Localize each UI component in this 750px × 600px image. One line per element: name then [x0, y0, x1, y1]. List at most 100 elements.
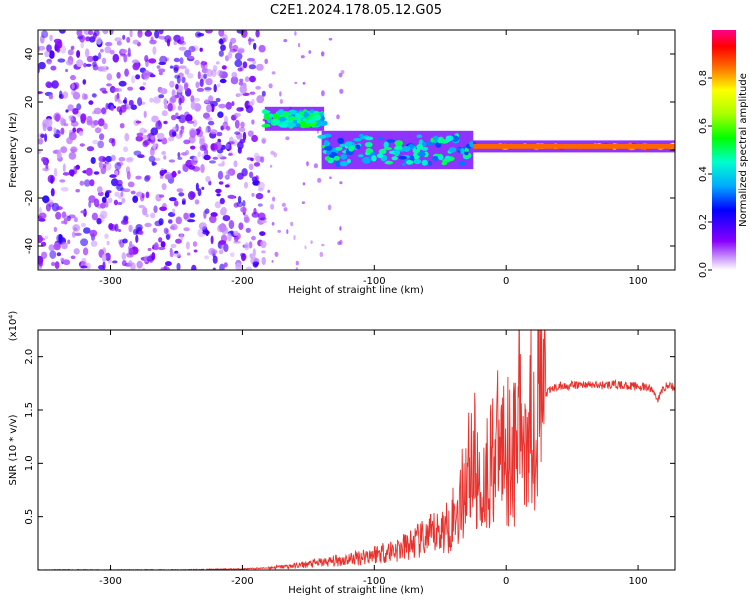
noise-speckle [108, 223, 114, 230]
noise-speckle [150, 135, 155, 141]
noise-speckle [244, 76, 250, 83]
y-tick-label: 0.5 [24, 509, 35, 525]
x-tick-label: -300 [99, 276, 122, 287]
noise-speckle [104, 46, 112, 54]
noise-speckle [138, 204, 145, 209]
x-tick-label: -300 [99, 576, 122, 587]
snr-x-label: Height of straight line (km) [288, 585, 424, 596]
x-tick-label: 0 [503, 276, 509, 287]
noise-speckle [53, 167, 58, 177]
noise-speckle [175, 216, 182, 225]
noise-speckle [114, 87, 123, 93]
noise-speckle [222, 215, 231, 222]
noise-speckle [179, 57, 184, 65]
signal-blob [394, 140, 404, 147]
noise-speckle [154, 30, 160, 39]
noise-speckle [175, 112, 179, 117]
noise-speckle [199, 78, 204, 88]
noise-speckle [76, 103, 82, 111]
noise-speckle [143, 139, 151, 146]
noise-speckle [259, 231, 266, 237]
noise-speckle [173, 57, 180, 63]
noise-speckle [163, 155, 167, 160]
noise-speckle [187, 120, 195, 124]
noise-speckle [218, 30, 225, 37]
noise-speckle [216, 193, 221, 197]
signal-blob [324, 145, 333, 151]
noise-speckle [88, 30, 94, 36]
signal-blob [401, 162, 406, 166]
noise-speckle [176, 75, 181, 84]
noise-speckle [90, 157, 96, 164]
noise-speckle [205, 78, 213, 86]
signal-blob [313, 110, 319, 114]
noise-speckle [105, 155, 113, 163]
noise-speckle [293, 235, 296, 241]
noise-speckle [56, 45, 61, 53]
noise-speckle [47, 61, 52, 65]
noise-speckle [62, 172, 70, 176]
noise-speckle [249, 171, 254, 179]
noise-speckle [167, 102, 173, 112]
noise-speckle [103, 123, 108, 130]
noise-speckle [234, 119, 240, 129]
noise-speckle [197, 32, 205, 37]
noise-speckle [230, 37, 237, 44]
noise-speckle [114, 191, 120, 197]
noise-speckle [92, 55, 99, 62]
noise-speckle [251, 134, 258, 143]
y-tick-label: -40 [24, 238, 35, 254]
noise-speckle [217, 153, 224, 159]
noise-speckle [171, 170, 177, 178]
signal-blob [288, 109, 297, 115]
noise-speckle [57, 149, 61, 157]
noise-speckle [233, 160, 238, 168]
noise-speckle [159, 55, 168, 65]
noise-speckle [89, 179, 95, 187]
noise-speckle [233, 230, 239, 236]
noise-speckle [218, 103, 227, 109]
noise-speckle [301, 201, 305, 205]
signal-blob [312, 114, 321, 121]
noise-speckle [228, 220, 235, 229]
signal-blob [464, 151, 469, 156]
noise-speckle [108, 137, 115, 144]
noise-speckle [242, 200, 246, 207]
noise-speckle [38, 207, 42, 214]
noise-speckle [171, 131, 177, 137]
signal-blob [335, 146, 343, 151]
snr-frame [37, 329, 676, 571]
noise-speckle [160, 267, 164, 270]
noise-speckle [50, 65, 57, 71]
noise-speckle [219, 70, 224, 79]
noise-speckle [203, 210, 207, 219]
noise-speckle [194, 199, 200, 205]
noise-speckle [107, 197, 113, 204]
signal-blob [362, 156, 371, 164]
noise-speckle [181, 198, 186, 203]
noise-speckle [57, 58, 66, 63]
signal-blob [316, 122, 323, 127]
noise-speckle [161, 183, 167, 191]
noise-speckle [225, 101, 232, 110]
signal-blob [398, 155, 407, 160]
noise-speckle [56, 233, 64, 243]
noise-speckle [46, 44, 52, 52]
noise-speckle [176, 262, 181, 270]
noise-speckle [168, 136, 174, 142]
noise-speckle [230, 76, 239, 85]
noise-speckle [181, 76, 186, 84]
noise-speckle [144, 55, 149, 62]
noise-speckle [227, 51, 233, 59]
noise-speckle [72, 127, 77, 133]
noise-speckle [238, 127, 246, 132]
noise-speckle [45, 118, 53, 128]
noise-speckle [219, 263, 225, 270]
signal-blob [359, 133, 364, 138]
noise-speckle [127, 52, 132, 58]
noise-speckle [191, 264, 197, 270]
x-tick-label: 100 [629, 276, 648, 287]
noise-speckle [138, 230, 144, 236]
